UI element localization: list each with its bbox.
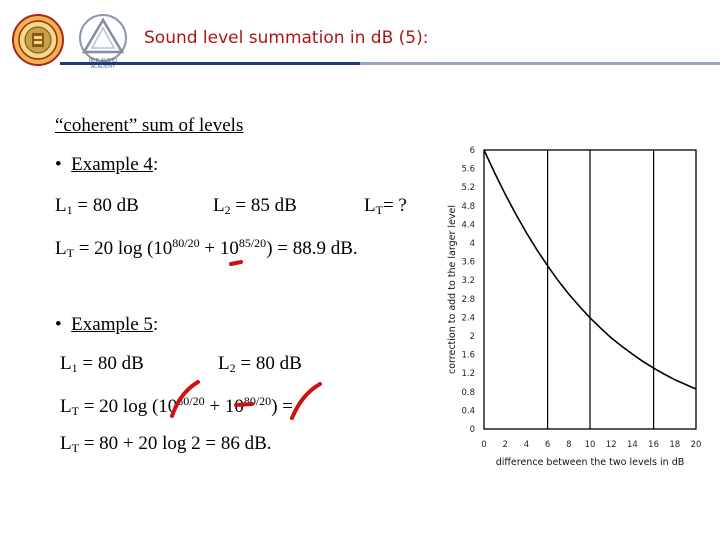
x-tick-label: 20 [691,440,702,450]
example5-label: Example 5 [71,314,153,335]
y-tick-label: 4.8 [461,202,475,212]
y-tick-label: 2.4 [461,313,475,323]
x-axis-label: difference between the two levels in dB [496,457,685,468]
bullet: • [55,154,62,175]
audio-academy-logo: RCR AUDIO ACADEMY [79,14,127,70]
svg-text:RCR AUDIO: RCR AUDIO [89,58,117,64]
x-tick-label: 14 [627,440,638,450]
example5-result: LT = 80 + 20 log 2 = 86 dB. [60,433,272,455]
x-tick-label: 2 [502,440,507,450]
example5-bullet-line: • Example 5: [55,314,158,336]
y-tick-label: 2.8 [461,295,475,305]
x-tick-label: 16 [648,440,659,450]
red-dash-mark-ex4 [229,260,243,266]
y-tick-label: 0.4 [461,406,475,416]
example4-l2: L2 = 85 dB [213,195,297,217]
correction-curve [483,149,697,390]
example4-lt: LT= ? [364,195,407,217]
chart-gridlines [546,150,655,429]
section-heading: “coherent” sum of levels [55,115,244,136]
slide-title: Sound level summation in dB (5): [144,28,429,48]
example5-l1: L1 = 80 dB [60,353,144,375]
university-seal-logo [12,14,64,66]
x-tick-label: 10 [585,440,596,450]
x-tick-label: 6 [545,440,550,450]
bullet: • [55,314,62,335]
y-tick-label: 4 [470,239,475,249]
x-tick-label: 4 [524,440,529,450]
chart-series [483,149,697,390]
y-tick-label: 6 [470,146,475,156]
correction-chart: 0 0.4 0.8 1.2 1.6 2 2.4 2.8 3.2 3.6 4 4.4 4.8 5.2 5.6 6… [447,146,701,468]
y-axis-label: correction to add to the larger level [447,205,458,374]
y-tick-label: 1.2 [461,369,475,379]
example4-l1: L1 = 80 dB [55,195,139,217]
slide-header: RCR AUDIO ACADEMY Sound level summation … [0,0,720,80]
y-tick-label: 5.6 [461,165,475,175]
example4-bullet-line: • Example 4: [55,154,158,176]
y-tick-label: 1.6 [461,351,475,361]
y-tick-label: 4.4 [461,220,475,230]
colon: : [152,314,159,335]
x-tick-label: 0 [481,440,486,450]
example4-label: Example 4 [71,154,153,175]
colon: : [152,154,159,175]
x-tick-label: 8 [566,440,571,450]
y-tick-label: 0.8 [461,388,475,398]
header-divider-accent [60,62,360,65]
x-tick-labels: 0 2 4 6 8 10 12 14 16 18 20 [481,440,701,450]
red-check-mark-2 [290,382,322,420]
red-dash-mark-ex5 [234,402,254,407]
x-tick-label: 12 [606,440,617,450]
y-tick-label: 2 [470,332,475,342]
y-tick-labels: 0 0.4 0.8 1.2 1.6 2 2.4 2.8 3.2 3.6 4 4.4 4.8 5.2 5.6 6 [461,146,475,435]
y-tick-label: 5.2 [461,183,475,193]
red-check-mark-1 [170,380,200,418]
y-tick-label: 3.6 [461,258,475,268]
example5-l2: L2 = 80 dB [218,353,302,375]
y-tick-label: 0 [470,425,475,435]
x-tick-label: 18 [669,440,680,450]
svg-text:ACADEMY: ACADEMY [91,64,117,70]
y-tick-label: 3.2 [461,276,475,286]
plot-frame [483,149,697,430]
example4-formula: LT = 20 log (1080/20 + 1085/20) = 88.9 d… [55,236,358,260]
header-divider [60,62,720,65]
